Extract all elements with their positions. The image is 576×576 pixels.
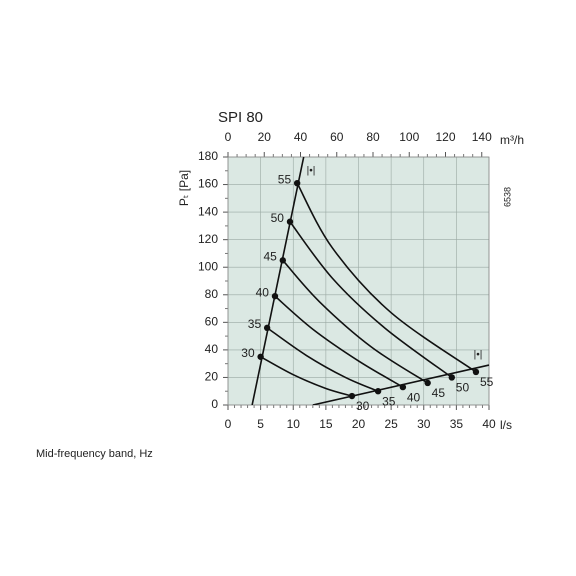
curve [260, 356, 353, 397]
curve [274, 295, 404, 388]
chart-title: SPI 80 [218, 109, 263, 126]
point [263, 324, 271, 332]
point [348, 392, 356, 400]
x-tick-label: 40 [482, 417, 496, 431]
curve-label: 55 [480, 375, 494, 389]
y-tick-label: 160 [198, 177, 218, 191]
point [424, 379, 431, 387]
x-tick-label: 30 [417, 417, 431, 431]
plot-frame [227, 156, 490, 406]
x2-tick-label: 80 [366, 130, 380, 144]
point [374, 388, 382, 395]
x2-tick-label: 0 [225, 130, 232, 144]
curve-label: 45 [432, 386, 446, 400]
y-tick-label: 80 [205, 287, 219, 301]
x-tick-label: 20 [352, 417, 366, 431]
x-tick-label: 10 [287, 417, 301, 431]
curve-label: 35 [248, 317, 262, 331]
marker-label: |•| [307, 166, 316, 177]
point [286, 218, 294, 225]
y-tick-label: 40 [205, 342, 219, 356]
curve [289, 221, 453, 379]
curve-label: 50 [456, 381, 470, 395]
curve [266, 327, 379, 392]
y-tick-label: 180 [198, 149, 218, 163]
x-tick-label: 25 [384, 417, 398, 431]
limit-line [251, 156, 305, 405]
y-tick-label: 20 [205, 370, 219, 384]
marker-label: |•| [474, 350, 483, 361]
x2-tick-label: 60 [330, 130, 344, 144]
point [271, 292, 279, 300]
curve-label: 35 [382, 394, 396, 408]
caption: Mid-frequency band, Hz [36, 448, 153, 460]
point [399, 383, 407, 391]
x2-tick-label: 40 [294, 130, 308, 144]
x-tick-label: 0 [225, 417, 232, 431]
x2-axis-label: m³/h [500, 133, 524, 147]
curve [296, 182, 477, 373]
chart-code: 6538 [502, 187, 512, 207]
curve-label: 50 [271, 211, 285, 225]
x2-tick-label: 20 [258, 130, 272, 144]
x2-tick-label: 140 [472, 130, 492, 144]
x-tick-label: 15 [319, 417, 333, 431]
point [472, 368, 480, 376]
y-tick-label: 100 [198, 259, 218, 273]
point [293, 179, 301, 187]
point [279, 257, 287, 264]
curve [282, 259, 429, 384]
x2-tick-label: 100 [399, 130, 419, 144]
y-axis-label: Pₜ [Pa] [177, 170, 191, 206]
x-tick-label: 35 [450, 417, 464, 431]
curve-label: 45 [263, 250, 277, 264]
y-tick-label: 140 [198, 204, 218, 218]
y-tick-label: 120 [198, 232, 218, 246]
point [257, 353, 264, 360]
curve-label: 30 [356, 399, 370, 413]
curve-label: 55 [278, 172, 292, 186]
point [448, 374, 456, 381]
curve-label: 40 [407, 390, 421, 404]
curve-label: 30 [241, 346, 255, 360]
y-tick-label: 0 [211, 397, 218, 411]
x2-tick-label: 120 [435, 130, 455, 144]
x-tick-label: 5 [257, 417, 264, 431]
curve-label: 40 [256, 285, 270, 299]
x-axis-label: l/s [500, 418, 512, 432]
y-tick-label: 60 [205, 315, 219, 329]
